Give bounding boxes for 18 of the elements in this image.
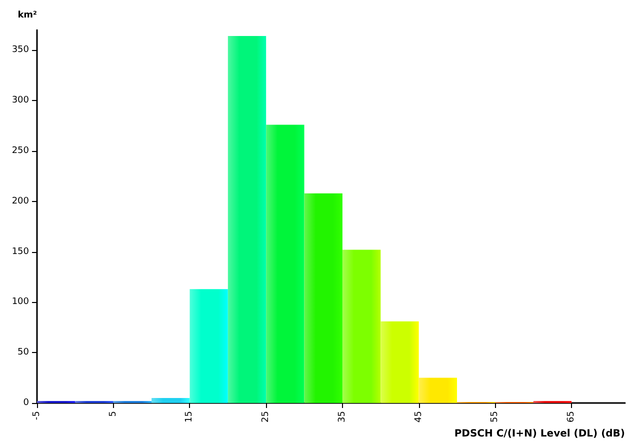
y-tick-label: 100 [12,297,30,308]
x-tick-label: 35 [337,411,348,422]
x-axis-title: PDSCH C/(I+N) Level (DL) (dB) [454,428,625,440]
x-tick-label: 65 [566,411,577,422]
x-tick-label: 5 [108,411,118,417]
y-tick-label: 150 [12,246,30,257]
x-tick-label: 25 [261,411,272,422]
y-tick-label: 0 [23,398,30,408]
y-tick-label: 50 [18,348,30,358]
y-tick-label: 200 [12,196,30,206]
x-tick-label: -5 [32,411,42,420]
y-tick-label: 300 [12,96,30,106]
x-tick-label: 15 [184,411,195,422]
x-tick-label: 55 [490,411,500,422]
y-axis-title: km² [18,10,38,20]
y-tick-label: 250 [12,146,30,156]
x-tick-label: 45 [414,411,424,422]
y-tick-label: 350 [12,45,30,56]
